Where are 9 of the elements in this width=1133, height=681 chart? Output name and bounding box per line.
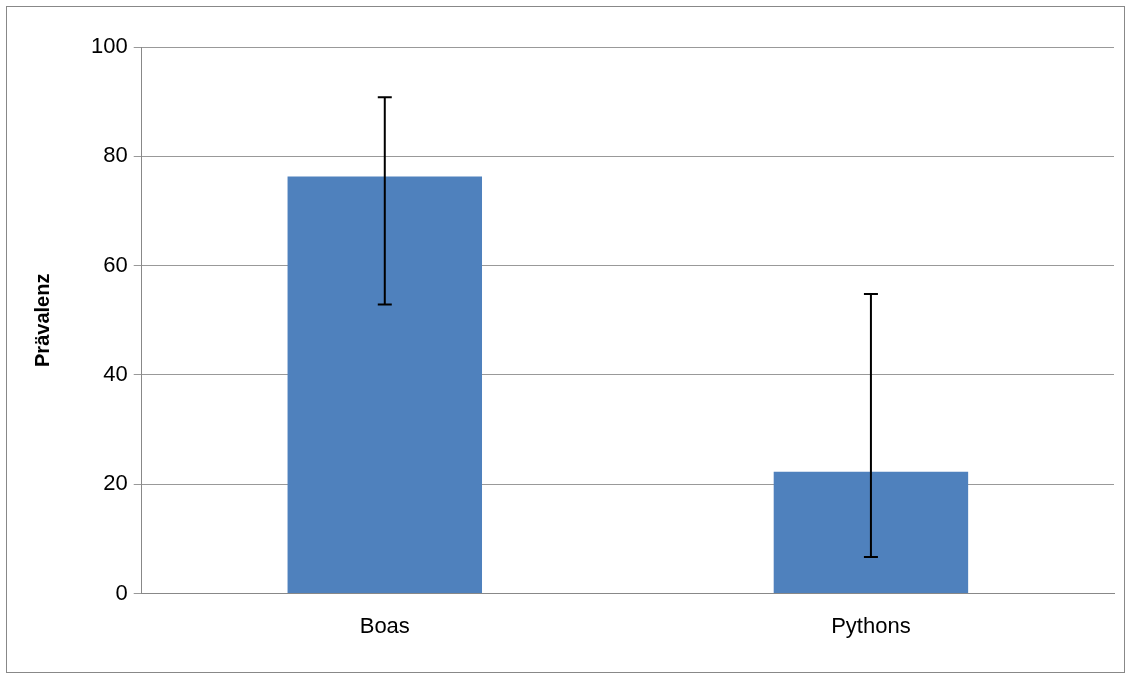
x-tick-label: Pythons bbox=[831, 612, 911, 638]
y-tick-label: 60 bbox=[103, 251, 128, 277]
y-tick-label: 0 bbox=[115, 579, 128, 605]
x-tick-label: Boas bbox=[359, 612, 410, 638]
y-tick-label: 20 bbox=[103, 470, 128, 496]
y-tick-label: 80 bbox=[103, 142, 128, 168]
y-tick-label: 40 bbox=[103, 361, 128, 387]
y-axis-title: Prävalenz bbox=[30, 273, 53, 367]
y-tick-label: 100 bbox=[90, 33, 128, 59]
